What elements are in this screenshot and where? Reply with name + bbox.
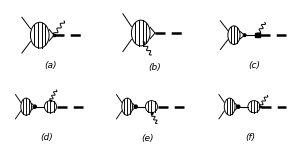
Text: (f): (f): [245, 133, 256, 142]
Circle shape: [134, 105, 137, 108]
Bar: [259, 106, 261, 107]
Circle shape: [33, 105, 36, 108]
Text: (a): (a): [44, 61, 57, 70]
Text: (e): (e): [142, 134, 154, 143]
Bar: [151, 112, 152, 114]
Bar: [50, 100, 51, 101]
Text: (b): (b): [149, 63, 162, 72]
Bar: [53, 34, 55, 36]
Text: (d): (d): [40, 133, 53, 142]
Circle shape: [237, 105, 240, 108]
Text: (c): (c): [248, 61, 260, 70]
Circle shape: [243, 34, 246, 37]
Bar: [256, 33, 260, 37]
